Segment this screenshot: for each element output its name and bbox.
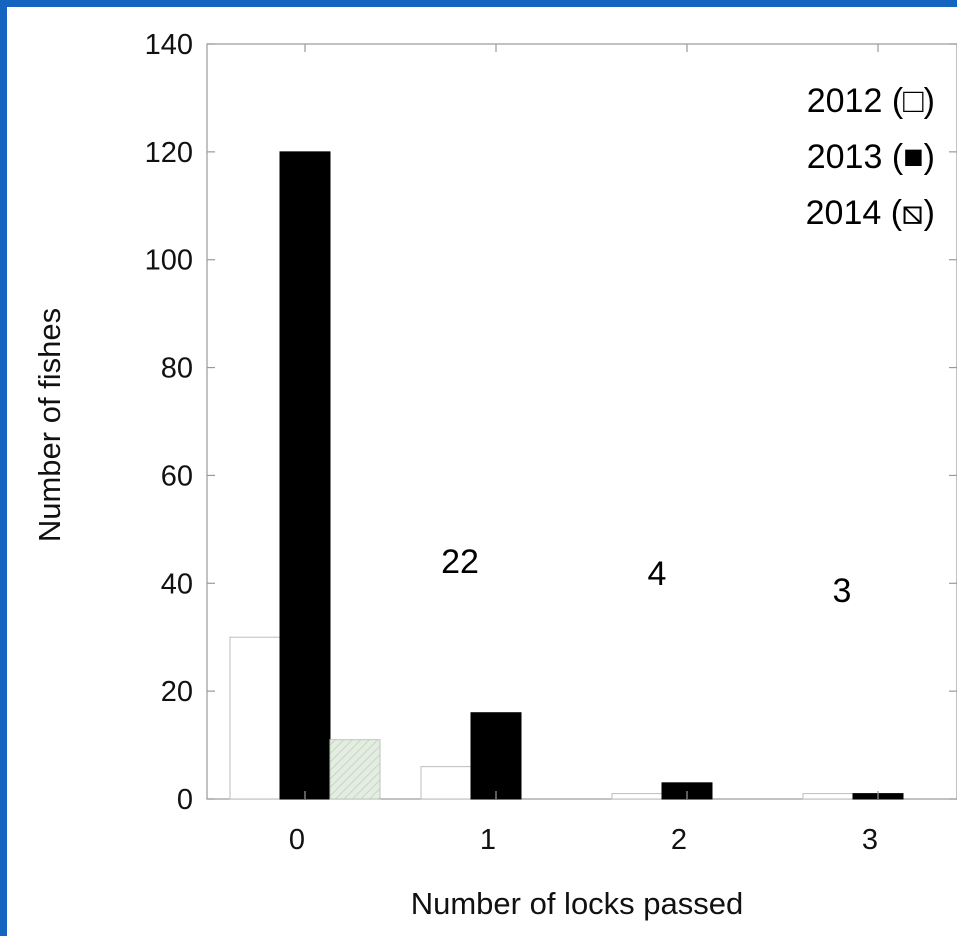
x-tick-label: 2 <box>671 824 687 856</box>
annotation-locks-1: 22 <box>441 543 479 581</box>
bar-1-series-0 <box>420 766 472 800</box>
bar-3-series-0 <box>802 793 854 800</box>
y-axis-ticks: 0 20 40 60 80 100 120 140 <box>145 29 957 816</box>
y-axis-title: Number of fishes <box>32 308 67 542</box>
plot-area <box>206 43 957 800</box>
plot-border <box>206 43 957 800</box>
bar-0-series-1 <box>279 151 331 800</box>
y-tick-label: 80 <box>161 353 193 385</box>
annotation-locks-3: 3 <box>833 572 852 610</box>
legend: 2012 (□) 2013 (■) 2014 (⧅) <box>806 82 935 232</box>
y-tick-label: 120 <box>145 137 193 169</box>
bar-0-series-0 <box>229 636 281 800</box>
chart-frame: 0 20 40 60 80 100 120 140 0 1 2 3 Number of locks … <box>7 7 957 936</box>
legend-entry-2014: 2014 (⧅) <box>806 194 935 232</box>
y-tick-label: 60 <box>161 460 193 492</box>
x-axis-title: Number of locks passed <box>411 886 744 921</box>
bar-0-series-2 <box>329 739 381 800</box>
bar-1-series-1 <box>470 712 522 800</box>
x-axis-ticks: 0 1 2 3 <box>289 44 879 856</box>
annotation-locks-2: 4 <box>648 555 667 593</box>
y-tick-label: 140 <box>145 29 193 61</box>
y-tick-label: 100 <box>145 245 193 277</box>
annotations: 22 4 3 <box>441 543 851 610</box>
y-tick-label: 40 <box>161 568 193 600</box>
y-tick-label: 0 <box>177 784 193 816</box>
x-tick-label: 3 <box>862 824 878 856</box>
bar-marks <box>229 151 904 800</box>
legend-entry-2013: 2013 (■) <box>807 138 935 176</box>
bar-chart: 0 20 40 60 80 100 120 140 0 1 2 3 Number of locks … <box>32 29 957 921</box>
bar-2-series-0 <box>611 793 663 800</box>
y-tick-label: 20 <box>161 676 193 708</box>
x-tick-label: 1 <box>480 824 496 856</box>
legend-entry-2012: 2012 (□) <box>807 82 935 120</box>
x-tick-label: 0 <box>289 824 305 856</box>
